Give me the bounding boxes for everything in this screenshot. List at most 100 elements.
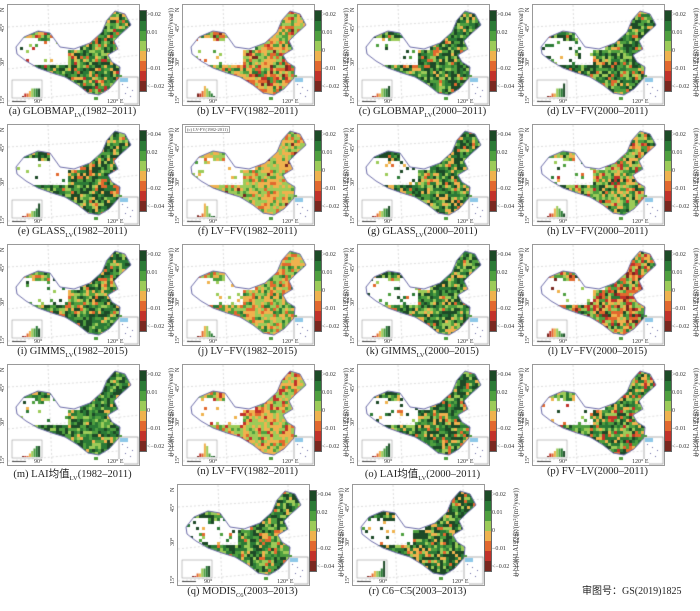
- legend-label: <−0.02: [322, 324, 340, 330]
- legend-swatch: [485, 531, 491, 541]
- latitude-tick: 45°: [0, 263, 6, 272]
- legend-swatch: [485, 551, 491, 561]
- latitude-tick: 45°: [175, 23, 181, 32]
- legend-label: >0.02: [672, 132, 686, 138]
- trend-map-canvas: [178, 485, 309, 585]
- latitude-tick: 15°: [0, 455, 6, 464]
- legend-label: −0.02: [497, 186, 511, 192]
- longitude-tick: 90°: [209, 459, 218, 465]
- legend-swatch: [315, 11, 321, 21]
- legend-axis-label: 生长季LAI趋势/(m²/(m²/year)): [692, 8, 700, 98]
- legend-label: <−0.02: [322, 444, 340, 450]
- longitude-tick: 90°: [209, 99, 218, 105]
- map-frame: [532, 364, 665, 466]
- legend-axis-label: 生长季LAI趋势/(m²/(m²/year)): [342, 8, 350, 98]
- latitude-tick: 30°: [350, 417, 356, 426]
- legend-label: >0.04: [497, 372, 511, 378]
- caption-subscript: LV: [74, 112, 83, 120]
- legend-swatch: [485, 521, 491, 531]
- map-panel: N 45° 30° 15° 90° 120° E >0.02 0.01 0 −0.01 <−0.02…: [0, 240, 175, 360]
- legend-swatch: [665, 391, 671, 401]
- panel-caption: (c) GLOBMAPLV(2000–2011): [350, 106, 495, 119]
- caption-text: (k) GIMMS: [366, 346, 417, 357]
- legend-label: <−0.04: [497, 444, 515, 450]
- legend-label: 0.02: [147, 150, 158, 156]
- legend-swatch: [140, 41, 146, 51]
- legend-swatch: [315, 21, 321, 31]
- map-panel: N 45° 30° 15° 90° 120° E >0.02 0.01 0 −0.01 <−0.02…: [525, 240, 700, 360]
- caption-subscript: LV: [65, 352, 74, 360]
- legend-swatch: [490, 321, 496, 331]
- legend-swatch: [315, 181, 321, 191]
- longitude-tick: 120° E: [277, 579, 294, 585]
- latitude-tick: 15°: [170, 575, 176, 584]
- latitude-tick: 45°: [525, 383, 531, 392]
- map-panel: N 45° 30° 15° 90° 120° E >0.02 0.01 0 −0.01 <−0.02…: [345, 480, 520, 600]
- color-legend-bar: [489, 250, 497, 332]
- legend-swatch: [315, 291, 321, 301]
- map-frame: [357, 244, 490, 346]
- legend-swatch: [665, 11, 671, 21]
- caption-subscript: LV: [418, 475, 427, 483]
- legend-swatch: [490, 371, 496, 381]
- legend-axis-label: 生长季LAI趋势/(m²/(m²/year)): [167, 248, 175, 338]
- legend-label: <−0.02: [672, 324, 690, 330]
- legend-swatch: [490, 441, 496, 451]
- caption-text: (e) GLASS: [17, 226, 66, 237]
- north-label: N: [0, 7, 6, 12]
- legend-swatch: [490, 81, 496, 91]
- latitude-tick: 30°: [170, 537, 176, 546]
- legend-swatch: [665, 321, 671, 331]
- map-panel: N 45° 30° 15° 90° 120° E >0.04 0.02 0 −0.02 <−0.04…: [350, 0, 525, 120]
- legend-swatch: [490, 301, 496, 311]
- legend-swatch: [665, 401, 671, 411]
- legend-axis-label: 生长季LAI趋势/(m²/(m²/year)): [692, 368, 700, 458]
- legend-swatch: [315, 191, 321, 201]
- legend-swatch: [485, 501, 491, 511]
- legend-swatch: [315, 421, 321, 431]
- legend-label: >0.04: [497, 12, 511, 18]
- longitude-tick: 90°: [34, 459, 43, 465]
- legend-swatch: [140, 181, 146, 191]
- latitude-tick: 45°: [0, 383, 6, 392]
- legend-label: −0.01: [322, 306, 336, 312]
- latitude-tick: 30°: [175, 57, 181, 66]
- legend-swatch: [490, 141, 496, 151]
- map-panel: N 45° 30° 15° 90° 120° E >0.02 0.01 0 −0.01 <−0.02…: [525, 0, 700, 120]
- legend-swatch: [665, 381, 671, 391]
- legend-label: 0.02: [497, 150, 508, 156]
- legend-swatch: [490, 311, 496, 321]
- legend-swatch: [315, 301, 321, 311]
- panel-caption: (k) GIMMSLV(2000–2015): [350, 346, 495, 359]
- north-label: N: [345, 487, 351, 492]
- north-label: N: [0, 247, 6, 252]
- caption-period: (1982–2015): [73, 346, 128, 357]
- legend-label: <−0.02: [147, 444, 165, 450]
- legend-label: 0.01: [672, 150, 683, 156]
- legend-swatch: [485, 491, 491, 501]
- caption-text: (a) GLOBMAP: [8, 106, 75, 117]
- map-frame: [177, 484, 310, 586]
- color-legend-bar: [664, 370, 672, 452]
- latitude-tick: 30°: [525, 57, 531, 66]
- north-label: N: [525, 7, 531, 12]
- legend-swatch: [665, 441, 671, 451]
- legend-swatch: [665, 311, 671, 321]
- caption-text: (r) C6−C5(2003–2013): [368, 586, 467, 597]
- legend-label: 0.01: [672, 270, 683, 276]
- legend-label: 0.01: [492, 510, 503, 516]
- legend-label: >0.02: [492, 492, 506, 498]
- legend-label: <−0.02: [672, 444, 690, 450]
- legend-swatch: [490, 281, 496, 291]
- north-label: N: [170, 487, 176, 492]
- legend-axis-label: 生长季LAI趋势/(m²/(m²/year)): [517, 248, 525, 338]
- map-panel: N 45° 30° 15° 90° 120° E >0.04 0.02 0 −0.02 <−0.04…: [350, 120, 525, 240]
- legend-swatch: [140, 11, 146, 21]
- legend-label: 0.01: [322, 390, 333, 396]
- legend-label: 0: [147, 168, 150, 174]
- legend-label: <−0.02: [322, 84, 340, 90]
- map-frame: [532, 244, 665, 346]
- longitude-tick: 90°: [204, 579, 213, 585]
- map-frame: [532, 124, 665, 226]
- trend-map-canvas: [183, 245, 314, 345]
